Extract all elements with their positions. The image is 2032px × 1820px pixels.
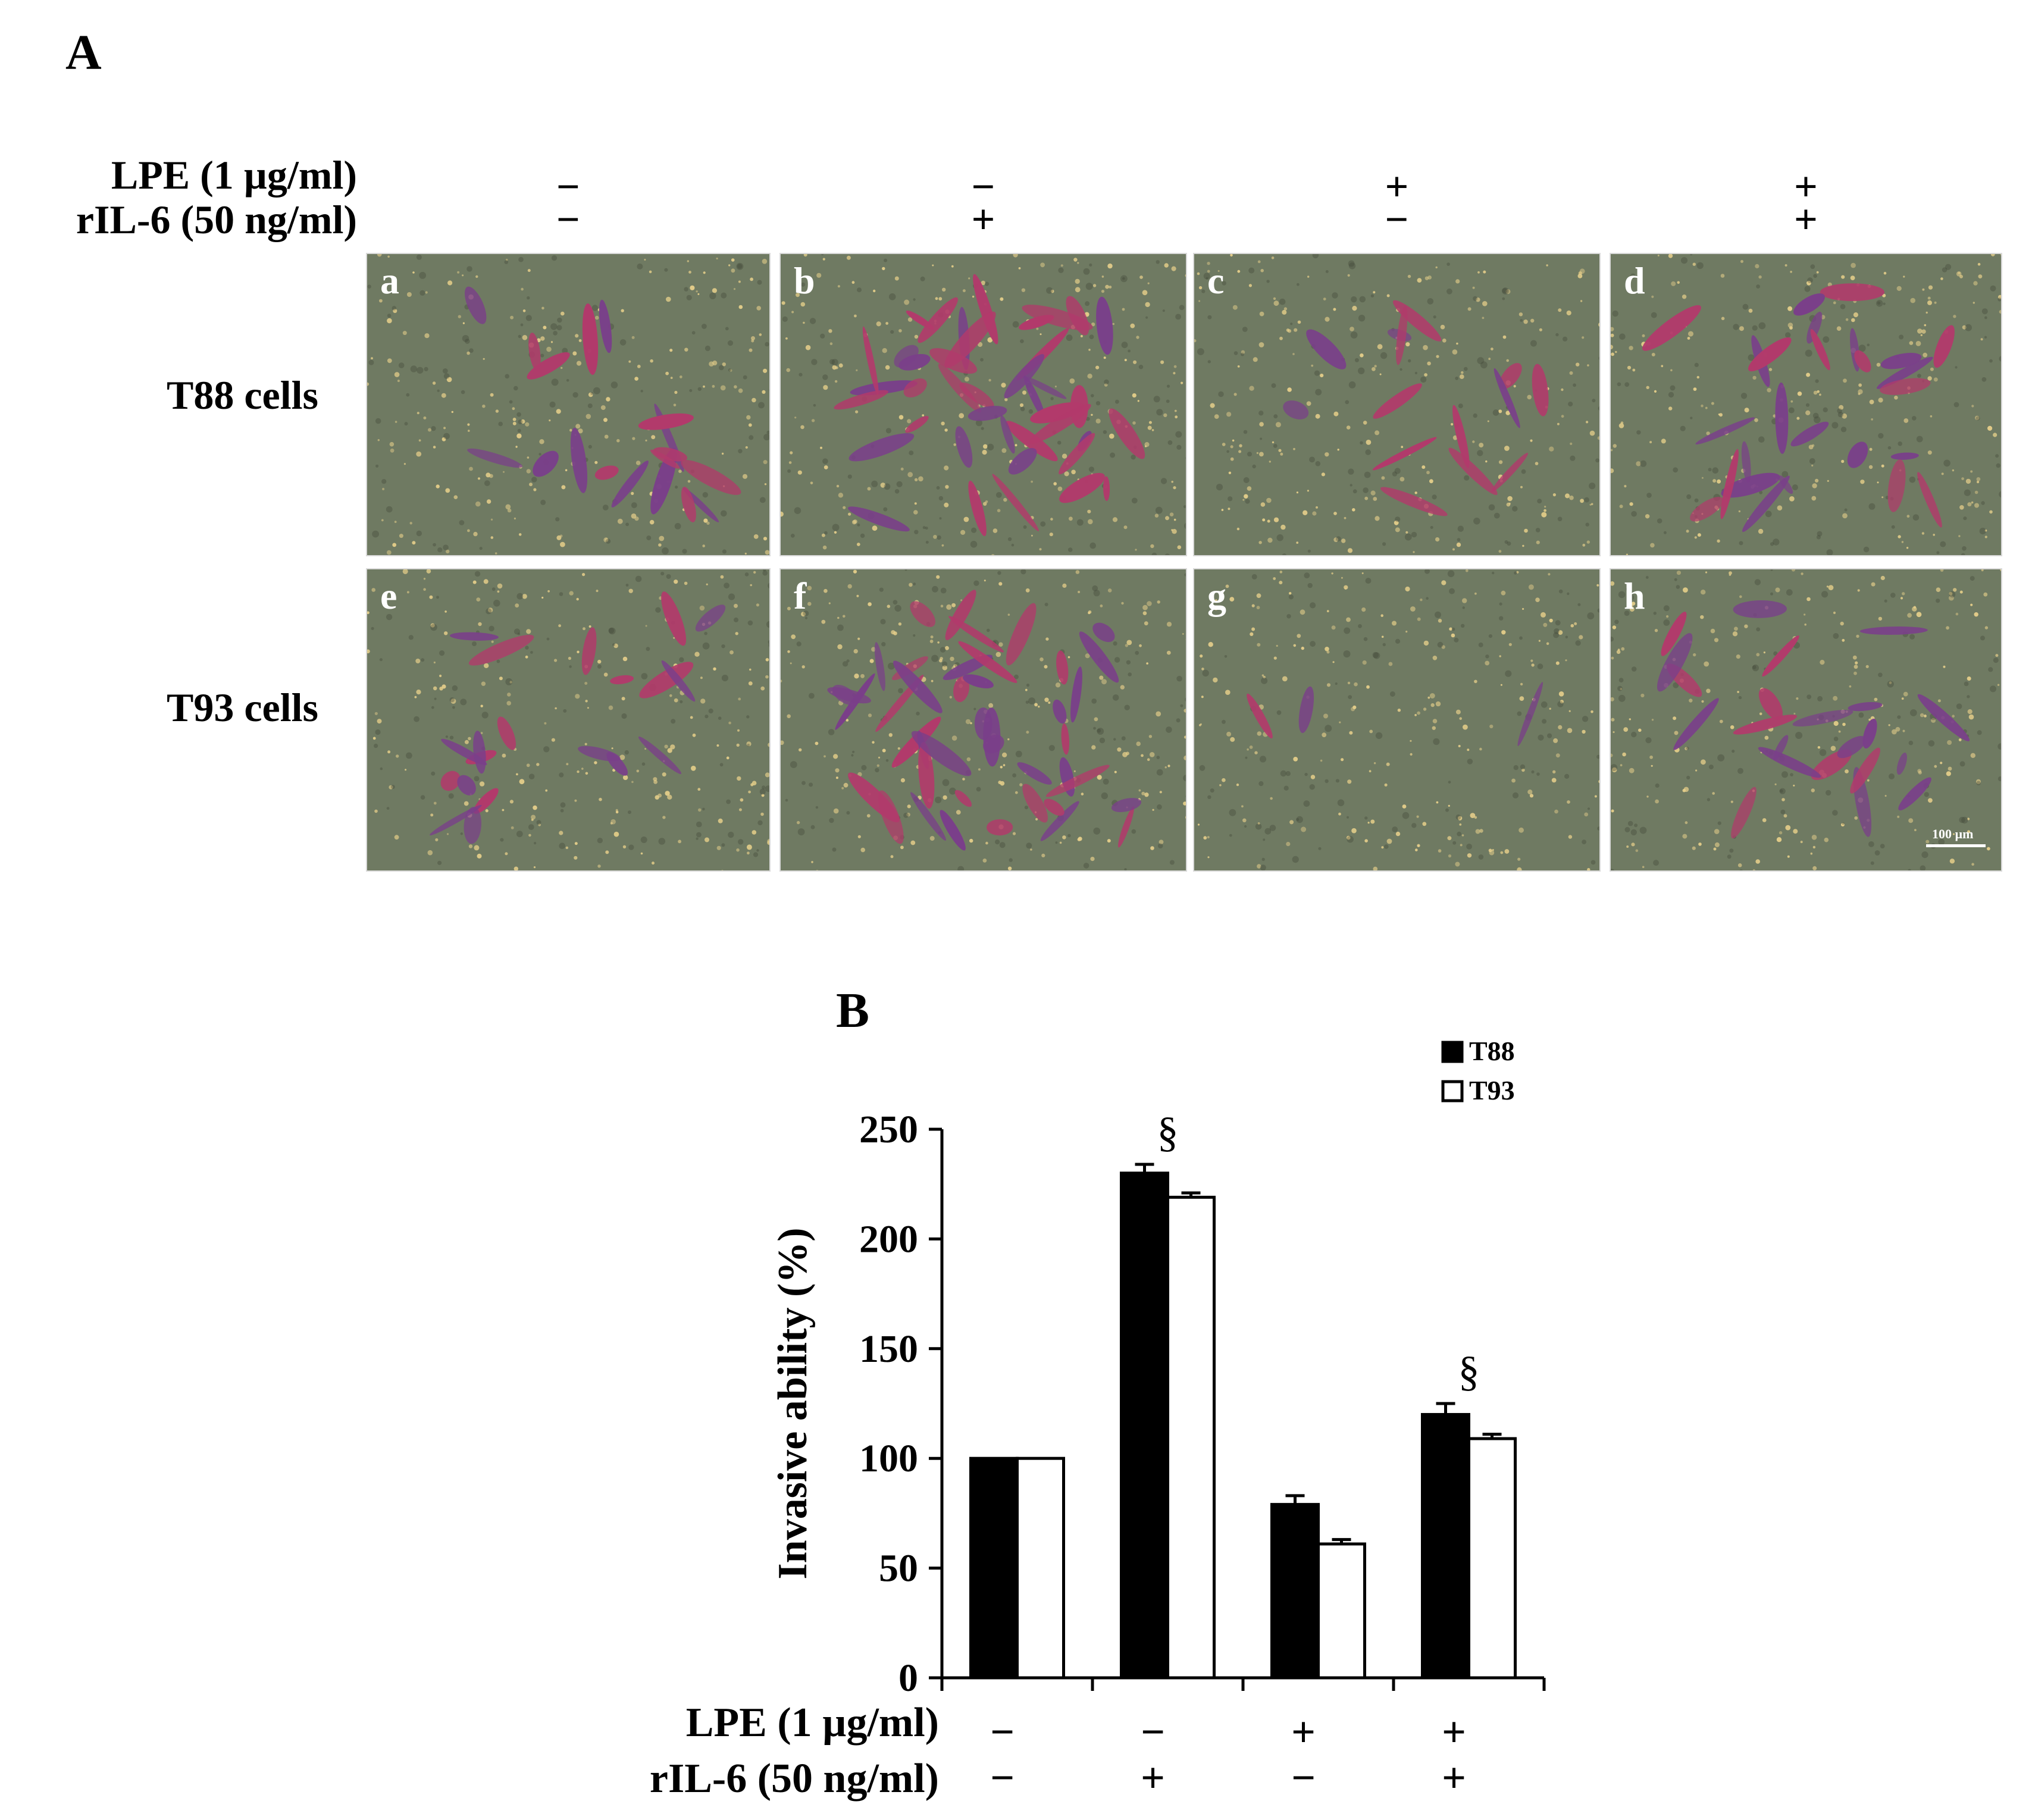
micrograph-label-d: d <box>1624 259 1645 302</box>
bar-t88-1 <box>969 1456 1019 1680</box>
micrograph-a: a <box>366 253 771 556</box>
panel-b-letter: B <box>836 983 870 1038</box>
x-ril6-sign-2: + <box>1141 1754 1165 1802</box>
row-label-t88: T88 cells <box>167 372 318 418</box>
micrograph-label-e: e <box>380 575 397 617</box>
ril6-treatment-label: rIL-6 (50 ng/ml) <box>76 197 357 242</box>
micrograph-label-g: g <box>1207 575 1226 617</box>
micrograph-d: d <box>1610 253 2002 556</box>
x-lpe-sign-1: − <box>990 1708 1015 1756</box>
lpe-sign-col-2: − <box>971 164 995 210</box>
scale-bar <box>1926 844 1986 847</box>
lpe-sign-col-3: + <box>1385 164 1409 210</box>
micrograph-label-h: h <box>1624 575 1645 617</box>
x-ril6-label: rIL-6 (50 ng/ml) <box>650 1756 939 1802</box>
ril6-sign-col-1: − <box>556 197 580 243</box>
legend-label-t88: T88 <box>1469 1036 1515 1066</box>
bar-t93-4 <box>1467 1437 1517 1680</box>
significance-mark-2: § <box>1458 1348 1480 1395</box>
lpe-sign-col-4: + <box>1794 164 1818 210</box>
micrograph-c: c <box>1193 253 1601 556</box>
micrograph-label-f: f <box>794 575 807 617</box>
micrograph-label-a: a <box>380 259 399 302</box>
bar-t93-1 <box>1016 1456 1065 1680</box>
y-tick-label-0: 0 <box>898 1656 918 1700</box>
legend-swatch-t88 <box>1441 1041 1464 1063</box>
bar-t88-2 <box>1120 1171 1169 1680</box>
x-ril6-sign-3: − <box>1291 1754 1316 1802</box>
bar-t93-3 <box>1317 1542 1366 1680</box>
legend-swatch-t93 <box>1441 1080 1464 1102</box>
micrograph-f: f <box>779 568 1187 872</box>
micrograph-b: b <box>779 253 1187 556</box>
y-axis-label: Invasive ability (%) <box>770 1227 816 1579</box>
x-lpe-label: LPE (1 µg/ml) <box>686 1700 939 1746</box>
x-lpe-sign-3: + <box>1291 1708 1316 1756</box>
scale-bar-label: 100 µm <box>1932 826 1974 841</box>
bar-t88-3 <box>1270 1503 1320 1680</box>
ril6-sign-col-2: + <box>971 197 995 243</box>
ril6-sign-col-4: + <box>1794 197 1818 243</box>
y-tick-label-100: 100 <box>859 1437 918 1480</box>
micrograph-g: g <box>1193 568 1601 872</box>
row-label-t93: T93 cells <box>167 685 318 730</box>
micrograph-e: e <box>366 568 771 872</box>
x-lpe-sign-4: + <box>1442 1708 1466 1756</box>
x-ril6-sign-1: − <box>990 1754 1015 1802</box>
lpe-treatment-label: LPE (1 µg/ml) <box>111 152 357 198</box>
bar-t88-4 <box>1421 1412 1470 1680</box>
ril6-sign-col-3: − <box>1385 197 1409 243</box>
x-lpe-sign-2: − <box>1141 1708 1165 1756</box>
y-tick-label-200: 200 <box>859 1217 918 1261</box>
significance-mark-1: § <box>1157 1108 1179 1156</box>
y-tick-label-150: 150 <box>859 1327 918 1371</box>
micrograph-h: h 100 µm <box>1610 568 2002 872</box>
y-tick-label-50: 50 <box>879 1547 918 1590</box>
bar-t93-2 <box>1166 1195 1216 1680</box>
x-ril6-sign-4: + <box>1442 1754 1466 1802</box>
panel-a-letter: A <box>65 25 102 80</box>
micrograph-label-c: c <box>1207 259 1225 302</box>
micrograph-label-b: b <box>794 259 815 302</box>
lpe-sign-col-1: − <box>556 164 580 210</box>
y-tick-label-250: 250 <box>859 1108 918 1151</box>
legend-label-t93: T93 <box>1469 1075 1515 1105</box>
